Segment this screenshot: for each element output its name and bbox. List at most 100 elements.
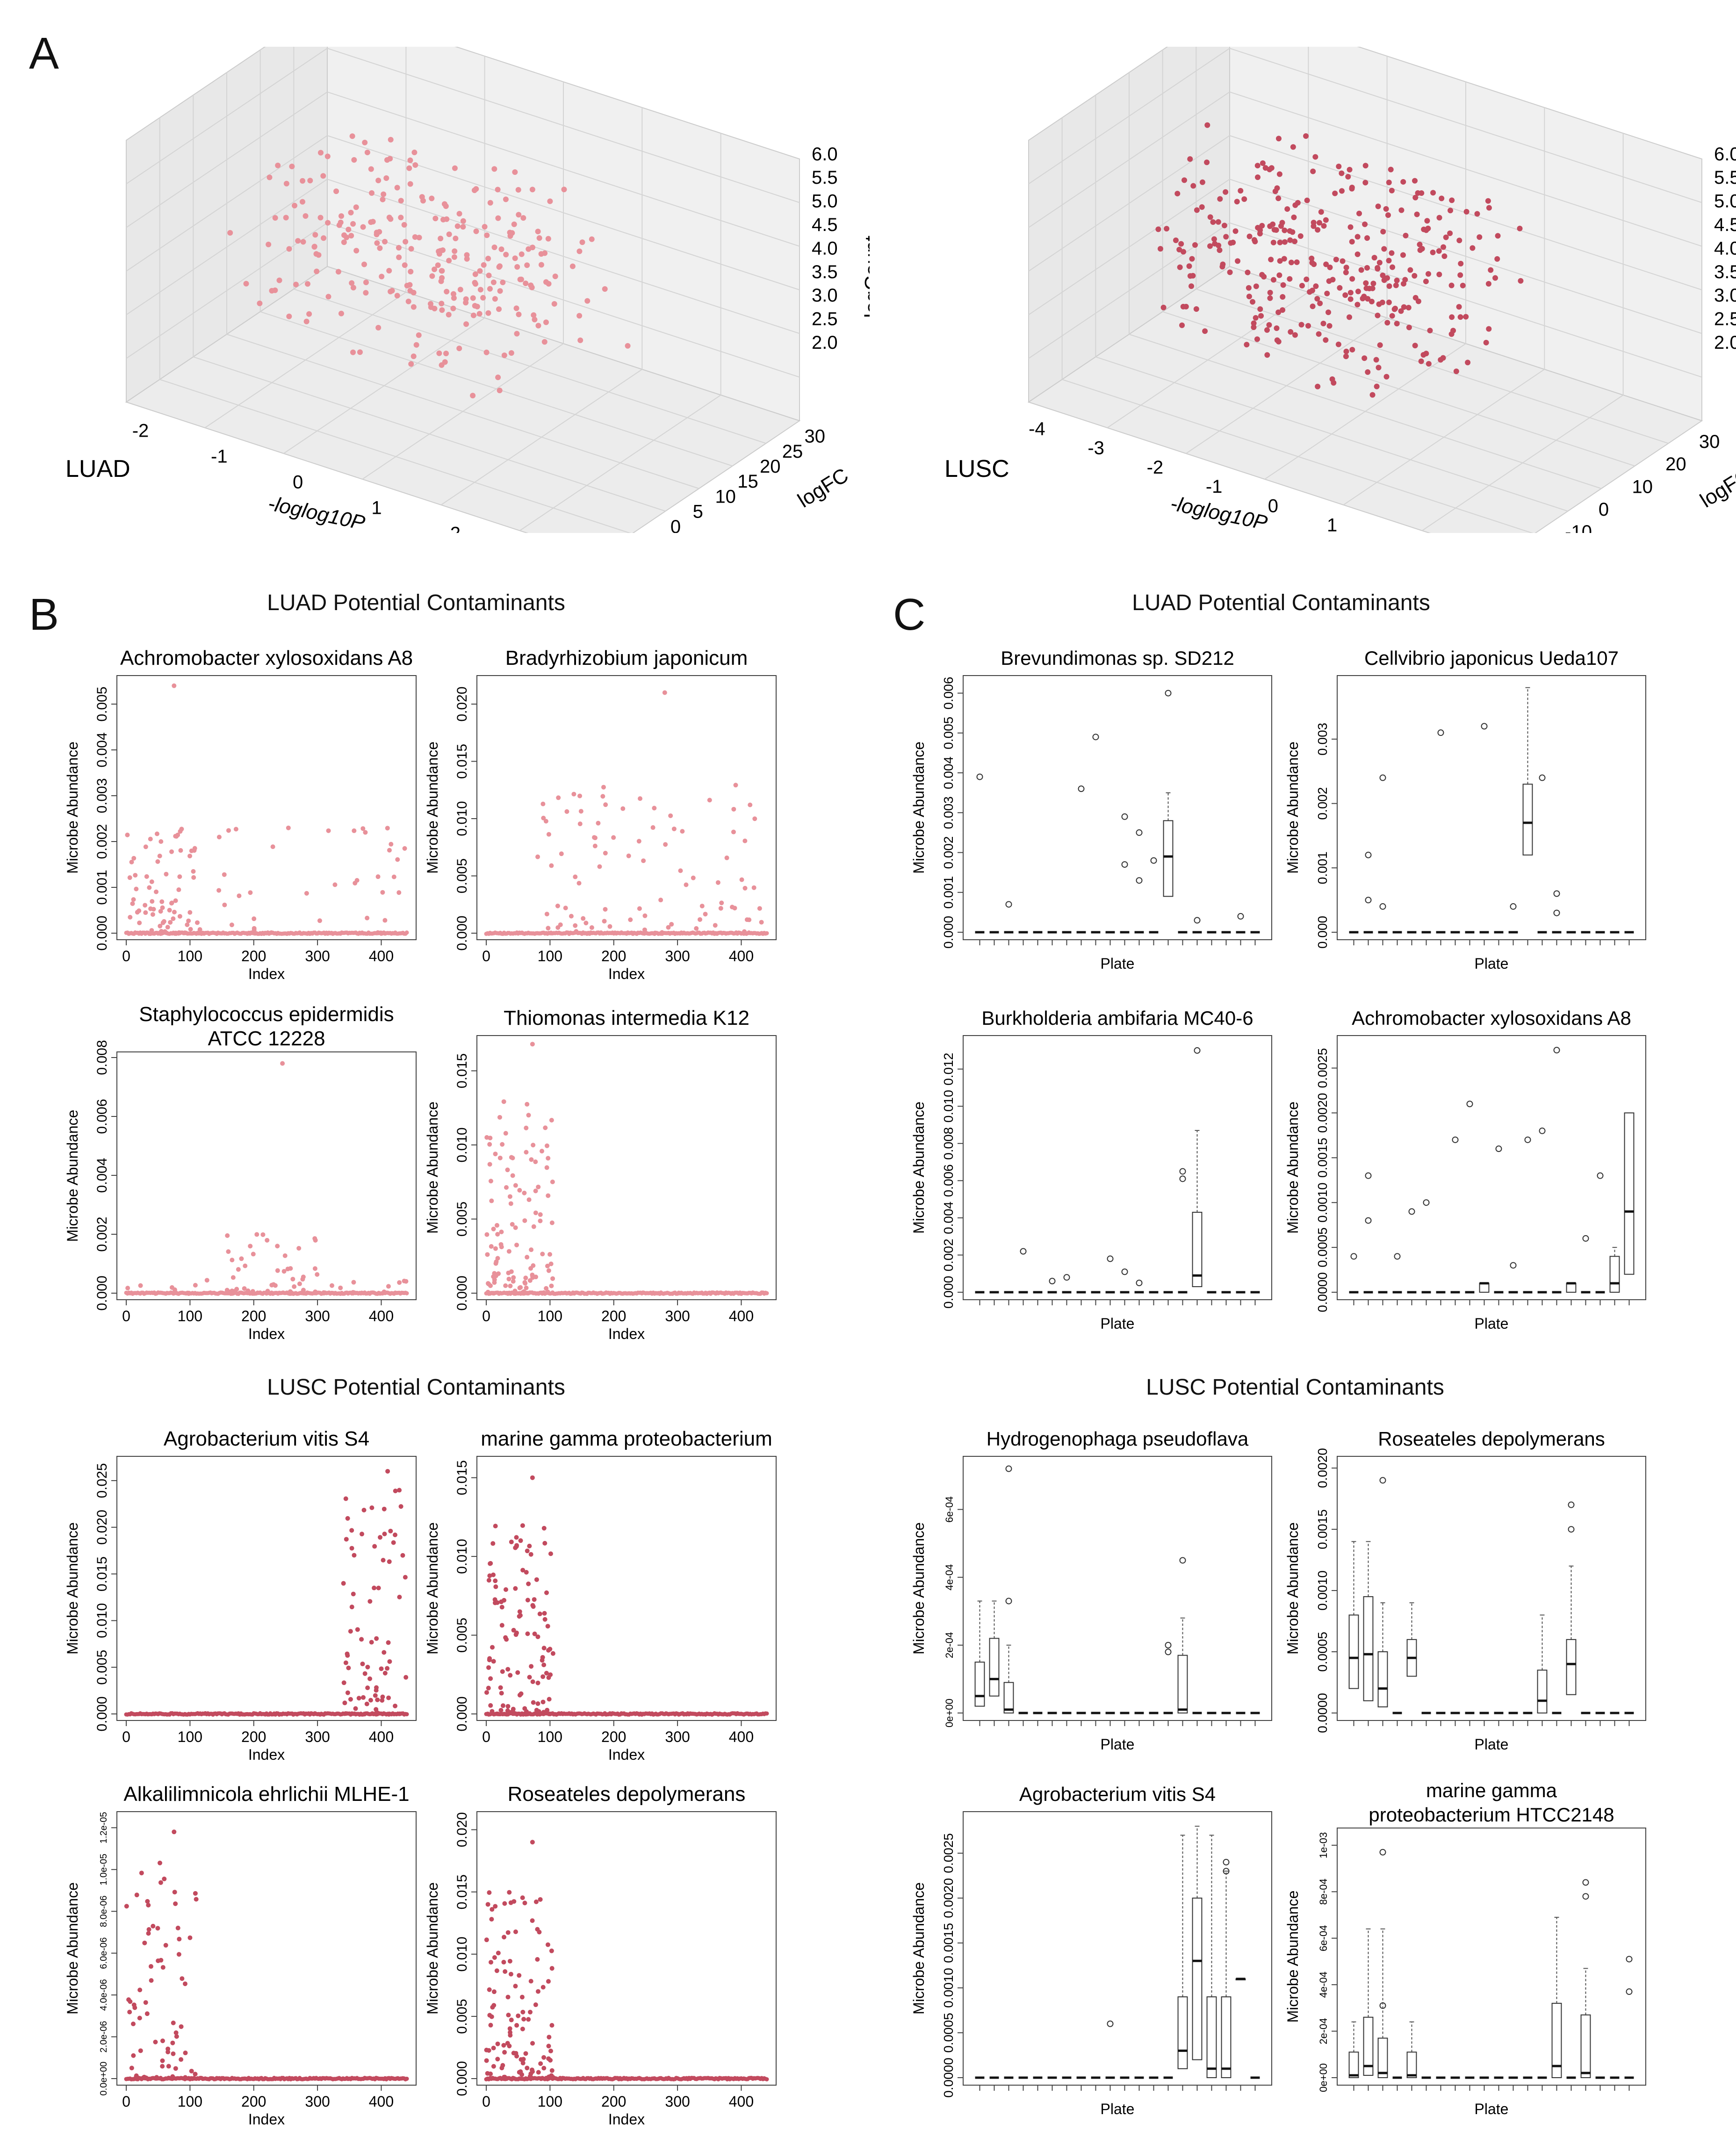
- data-point: [250, 1289, 255, 1294]
- data-point: [226, 828, 231, 833]
- data-point: [515, 1670, 520, 1675]
- y-tick-label: 0.025: [94, 1463, 110, 1498]
- data-point: [179, 2024, 184, 2029]
- data-point: [1441, 253, 1448, 259]
- chart-title-line2: ATCC 12228: [208, 1027, 325, 1050]
- data-point: [222, 872, 227, 877]
- data-point: [374, 1636, 379, 1641]
- z-tick-label: 6.0: [812, 144, 838, 165]
- data-point: [529, 1247, 534, 1252]
- data-point: [1383, 206, 1389, 212]
- y-tick-label: 0.005: [94, 1650, 110, 1685]
- data-point: [341, 1680, 346, 1685]
- data-point: [139, 1871, 144, 1876]
- x-tick-label: 100: [178, 1308, 202, 1324]
- data-point: [391, 1540, 396, 1545]
- data-point: [527, 2074, 533, 2079]
- y-axis-label: Microbe Abundance: [1284, 1522, 1301, 1655]
- data-point: [505, 1930, 511, 1935]
- data-point: [439, 275, 445, 281]
- data-point: [535, 1680, 540, 1685]
- data-point: [360, 1662, 365, 1667]
- data-point: [513, 1183, 518, 1188]
- data-point: [548, 1261, 554, 1267]
- y-tick-label: 0.0000: [1315, 1693, 1330, 1733]
- data-point: [321, 235, 327, 241]
- data-point: [569, 263, 576, 269]
- data-point: [486, 1665, 491, 1670]
- data-point: [484, 1232, 490, 1237]
- x-tick-label: 100: [178, 1728, 202, 1745]
- data-point: [652, 930, 657, 936]
- y-tick-label: 8e-04: [1318, 1879, 1329, 1905]
- data-point: [488, 2022, 493, 2028]
- data-point: [1291, 214, 1297, 220]
- data-point: [1384, 275, 1390, 281]
- data-point: [520, 215, 526, 221]
- data-point: [1517, 225, 1523, 231]
- box: [1348, 2051, 1359, 2078]
- data-point: [1238, 187, 1244, 194]
- data-point: [356, 1696, 361, 1701]
- section-title-b-lusc: LUSC Potential Contaminants: [267, 1375, 565, 1400]
- data-point: [1373, 357, 1379, 363]
- data-point: [620, 806, 626, 811]
- data-point: [349, 1528, 354, 1533]
- y-tick-label: 0.000: [1315, 916, 1330, 949]
- data-point: [1280, 294, 1286, 300]
- data-point: [226, 1249, 231, 1254]
- data-point: [395, 857, 400, 862]
- data-point: [1227, 269, 1233, 275]
- data-point: [382, 1670, 388, 1676]
- data-point: [1412, 194, 1419, 201]
- data-point: [169, 849, 174, 854]
- outlier-point: [1165, 1641, 1172, 1648]
- y-tick-label: 0.010: [941, 1090, 956, 1123]
- data-point: [522, 1190, 527, 1195]
- y-tick-label: 0.0025: [1315, 1048, 1330, 1088]
- data-point: [251, 1252, 256, 1257]
- data-point: [1264, 352, 1270, 358]
- data-point: [348, 233, 354, 239]
- data-point: [1199, 179, 1205, 185]
- data-point: [530, 1603, 535, 1608]
- data-point: [446, 231, 452, 238]
- x-axis-label: Index: [608, 2111, 645, 2128]
- data-point: [1486, 326, 1492, 332]
- data-point: [517, 1973, 522, 1978]
- data-point: [1465, 360, 1471, 366]
- data-point: [439, 268, 445, 274]
- data-point: [543, 279, 549, 285]
- data-point: [370, 1711, 375, 1716]
- box: [1363, 2016, 1374, 2076]
- data-point: [536, 2070, 541, 2075]
- y-tick-label: 0.005: [94, 686, 110, 721]
- data-point: [535, 323, 541, 329]
- data-point: [577, 821, 583, 827]
- data-point: [506, 1249, 511, 1254]
- data-point: [1187, 156, 1193, 162]
- data-point: [1177, 264, 1183, 270]
- x-tick-label: 200: [601, 1308, 626, 1324]
- data-point: [1393, 282, 1399, 288]
- plot-frame: [1337, 1035, 1646, 1300]
- outlier-point: [1005, 1598, 1012, 1605]
- data-point: [499, 1623, 504, 1628]
- data-point: [514, 1535, 519, 1540]
- data-point: [531, 1263, 536, 1268]
- data-point: [500, 1142, 505, 1147]
- chart-a-luad-3d: -2-10123-10-50510152025302.02.53.03.54.0…: [65, 47, 870, 533]
- data-point: [172, 1890, 177, 1895]
- x-axis-label: Index: [608, 1325, 645, 1342]
- data-point: [531, 312, 537, 318]
- data-point: [1347, 289, 1354, 295]
- data-point: [375, 874, 381, 879]
- data-point: [317, 150, 324, 156]
- data-point: [531, 1224, 536, 1229]
- y-axis-label: Microbe Abundance: [424, 741, 441, 874]
- data-point: [286, 825, 291, 830]
- data-point: [516, 311, 522, 317]
- data-point: [548, 2048, 553, 2053]
- outlier-point: [1510, 903, 1517, 910]
